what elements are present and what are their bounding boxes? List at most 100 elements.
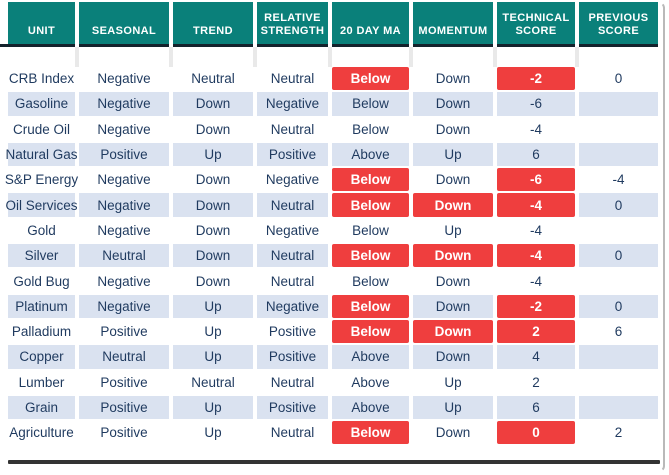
cell-trend: Up xyxy=(173,345,253,369)
cell-momentum: Up xyxy=(413,370,493,394)
table-bottom-border xyxy=(8,460,660,465)
cell-unit: Gold Bug xyxy=(8,269,75,293)
cell-previous-score xyxy=(579,345,658,369)
cell-seasonal: Negative xyxy=(79,294,169,318)
cell-momentum: Down xyxy=(413,244,493,268)
table-row: Gold Bug Negative Down Neutral Below Down -4 xyxy=(8,269,658,293)
cell-technical-score: 4 xyxy=(497,345,575,369)
cell-seasonal: Negative xyxy=(79,117,169,141)
cell-20-day-ma: Below xyxy=(332,117,409,141)
cell-seasonal: Neutral xyxy=(79,345,169,369)
cell-technical-score: 6 xyxy=(497,395,575,420)
cell-trend: Down xyxy=(173,269,253,293)
cell-unit: Natural Gas xyxy=(5,142,78,167)
table-row: Agriculture Positive Up Neutral Below Down 0 2 xyxy=(8,421,658,445)
cell-previous-score: -4 xyxy=(579,168,658,192)
cell-20-day-ma: Below xyxy=(332,294,409,318)
cell-unit: Gold xyxy=(8,218,75,243)
cell-previous-score xyxy=(579,92,658,116)
table-row: Crude Oil Negative Down Neutral Below Down -4 xyxy=(8,117,658,141)
cell-technical-score: -4 xyxy=(497,269,575,293)
cell-previous-score xyxy=(579,370,658,394)
cell-momentum: Down xyxy=(413,67,493,91)
cell-momentum: Down xyxy=(413,193,493,217)
cell-technical-score: -2 xyxy=(497,294,575,318)
cell-momentum: Up xyxy=(413,218,493,243)
column-header-seasonal: SEASONAL xyxy=(79,2,169,47)
cell-relative-strength: Negative xyxy=(257,294,328,318)
cell-previous-score: 6 xyxy=(579,319,658,344)
table-row: S&P Energy Negative Down Negative Below Down -… xyxy=(5,168,658,192)
cell-trend: Up xyxy=(173,142,253,167)
table-row: Oil Services Negative Down Neutral Below Down… xyxy=(6,193,658,217)
cell-trend: Down xyxy=(173,218,253,243)
column-header-technical-score: TECHNICAL SCORE xyxy=(497,2,575,47)
header-underline-stub xyxy=(0,44,9,47)
cell-momentum: Up xyxy=(413,395,493,420)
table-row: Grain Positive Up Positive Above Up 6 xyxy=(8,395,658,420)
cell-technical-score: -6 xyxy=(497,92,575,116)
cell-technical-score: 2 xyxy=(497,319,575,344)
table-row: CRB Index Negative Neutral Neutral Below Down… xyxy=(8,67,658,91)
cell-unit: Oil Services xyxy=(6,193,78,217)
cell-technical-score: -4 xyxy=(497,218,575,243)
cell-previous-score: 0 xyxy=(579,294,658,318)
cell-relative-strength: Neutral xyxy=(257,244,328,268)
column-header-momentum: MOMENTUM xyxy=(413,2,493,47)
table-row: Lumber Positive Neutral Neutral Above Up 2 xyxy=(8,370,658,394)
cell-20-day-ma: Below xyxy=(332,193,409,217)
cell-seasonal: Negative xyxy=(79,193,169,217)
cell-trend: Up xyxy=(173,294,253,318)
cell-20-day-ma: Below xyxy=(332,269,409,293)
cell-20-day-ma: Below xyxy=(332,244,409,268)
cell-trend: Down xyxy=(173,92,253,116)
cell-technical-score: 2 xyxy=(497,370,575,394)
cell-previous-score: 0 xyxy=(579,193,658,217)
cell-20-day-ma: Above xyxy=(332,370,409,394)
cell-20-day-ma: Above xyxy=(332,345,409,369)
cell-technical-score: -4 xyxy=(497,193,575,217)
cell-20-day-ma: Below xyxy=(332,319,409,344)
cell-relative-strength: Negative xyxy=(257,168,328,192)
cell-seasonal: Positive xyxy=(79,142,169,167)
cell-relative-strength: Neutral xyxy=(257,269,328,293)
cell-20-day-ma: Below xyxy=(332,218,409,243)
cell-seasonal: Negative xyxy=(79,168,169,192)
cell-technical-score: -4 xyxy=(497,244,575,268)
cell-unit: Copper xyxy=(8,345,75,369)
cell-previous-score: 2 xyxy=(579,421,658,445)
cell-unit: Agriculture xyxy=(8,421,75,445)
cell-momentum: Up xyxy=(413,142,493,167)
cell-unit: CRB Index xyxy=(8,67,75,91)
table-row: Palladium Positive Up Positive Below Down 2 6 xyxy=(8,319,658,344)
table-row: Silver Neutral Down Neutral Below Down -4 0 xyxy=(8,244,658,268)
column-header-relative-strength: RELATIVE STRENGTH xyxy=(257,2,328,47)
cell-unit: Grain xyxy=(8,395,75,420)
table-body: CRB Index Negative Neutral Neutral Below Down… xyxy=(5,67,658,445)
cell-trend: Up xyxy=(173,395,253,420)
cell-unit: Lumber xyxy=(8,370,75,394)
cell-relative-strength: Negative xyxy=(257,92,328,116)
cell-20-day-ma: Below xyxy=(332,168,409,192)
cell-technical-score: 0 xyxy=(497,421,575,445)
cell-trend: Neutral xyxy=(173,370,253,394)
cell-20-day-ma: Below xyxy=(332,67,409,91)
cell-seasonal: Negative xyxy=(79,92,169,116)
cell-unit: Crude Oil xyxy=(8,117,75,141)
cell-seasonal: Negative xyxy=(79,67,169,91)
cell-technical-score: -2 xyxy=(497,67,575,91)
cell-unit: Silver xyxy=(8,244,75,268)
cell-momentum: Down xyxy=(413,345,493,369)
cell-trend: Down xyxy=(173,193,253,217)
cell-unit: Palladium xyxy=(8,319,75,344)
table-row: Platinum Negative Up Negative Below Down -2 0 xyxy=(8,294,658,318)
blank-spacer-row xyxy=(8,47,658,67)
cell-momentum: Down xyxy=(413,294,493,318)
cell-momentum: Down xyxy=(413,92,493,116)
cell-relative-strength: Positive xyxy=(257,142,328,167)
cell-previous-score xyxy=(579,117,658,141)
column-header-unit: UNIT xyxy=(8,2,75,47)
cell-seasonal: Positive xyxy=(79,370,169,394)
cell-previous-score xyxy=(579,395,658,420)
